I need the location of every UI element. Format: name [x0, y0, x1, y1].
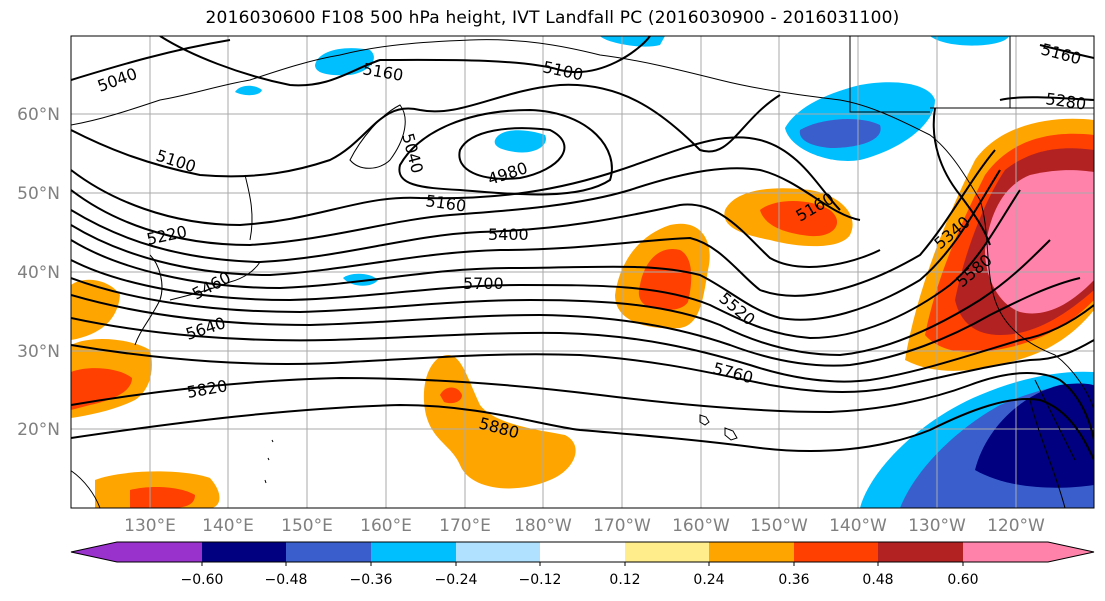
map-title: 2016030600 F108 500 hPa height, IVT Land… [205, 8, 900, 28]
contour-label: 5400 [488, 225, 529, 244]
contour-label: 5700 [463, 274, 504, 293]
lat-label: 20°N [17, 420, 60, 440]
lon-label: 130°W [908, 516, 966, 536]
colorbar-tick-label: −0.60 [181, 572, 224, 588]
colorbar-segment [117, 542, 202, 562]
colorbar-tick-label: 0.48 [862, 572, 893, 588]
colorbar-segment [625, 542, 709, 562]
colorbar-extend-left [71, 542, 117, 562]
lon-label: 130°E [124, 516, 176, 536]
colorbar-segment [286, 542, 371, 562]
lon-label: 170°E [439, 516, 491, 536]
colorbar-tick-label: −0.36 [350, 572, 393, 588]
latitude-labels: 60°N 50°N 40°N 30°N 20°N [17, 105, 60, 440]
colorbar-segment [878, 542, 963, 562]
contour-labels: 5040 5160 5100 5100 5040 4980 5160 5160 … [95, 40, 1088, 443]
lon-label: 160°W [672, 516, 730, 536]
lon-label: 160°E [360, 516, 412, 536]
lon-label: 150°W [750, 516, 808, 536]
colorbar-segment [794, 542, 878, 562]
lon-label: 140°W [829, 516, 887, 536]
lat-label: 30°N [17, 342, 60, 362]
colorbar-segment [963, 542, 1048, 562]
lon-label: 150°E [281, 516, 333, 536]
longitude-labels: 130°E 140°E 150°E 160°E 170°E 180°W 170°… [124, 516, 1045, 536]
colorbar-segment [709, 542, 794, 562]
lon-label: 180°W [514, 516, 572, 536]
height-contours [71, 36, 1094, 461]
colorbar: −0.60 −0.48 −0.36 −0.24 −0.12 0.12 0.24 … [70, 541, 1095, 588]
colorbar-segment [202, 542, 286, 562]
colorbar-segment [371, 542, 456, 562]
colorbar-extend-right [1048, 542, 1094, 562]
lon-label: 170°W [593, 516, 651, 536]
colorbar-tick-label: −0.48 [265, 572, 308, 588]
colorbar-tick-label: −0.24 [435, 572, 478, 588]
lon-label: 140°E [202, 516, 254, 536]
ivt-negative-shading [235, 36, 1094, 508]
colorbar-outline [70, 541, 1095, 563]
colorbar-segment [456, 542, 540, 562]
map-panel: 5040 5160 5100 5100 5040 4980 5160 5160 … [71, 36, 1094, 508]
coastlines [71, 36, 1094, 508]
colorbar-segment [540, 542, 625, 562]
colorbar-tick-label: −0.12 [519, 572, 562, 588]
lat-label: 60°N [17, 105, 60, 125]
graticule [71, 36, 1094, 508]
colorbar-tick-label: 0.12 [609, 572, 640, 588]
colorbar-tick-label: 0.36 [778, 572, 809, 588]
map-border [70, 35, 1095, 509]
lat-label: 50°N [17, 184, 60, 204]
colorbar-tick-label: 0.24 [693, 572, 724, 588]
lon-label: 120°W [987, 516, 1045, 536]
colorbar-tick-label: 0.60 [947, 572, 978, 588]
lat-label: 40°N [17, 263, 60, 283]
